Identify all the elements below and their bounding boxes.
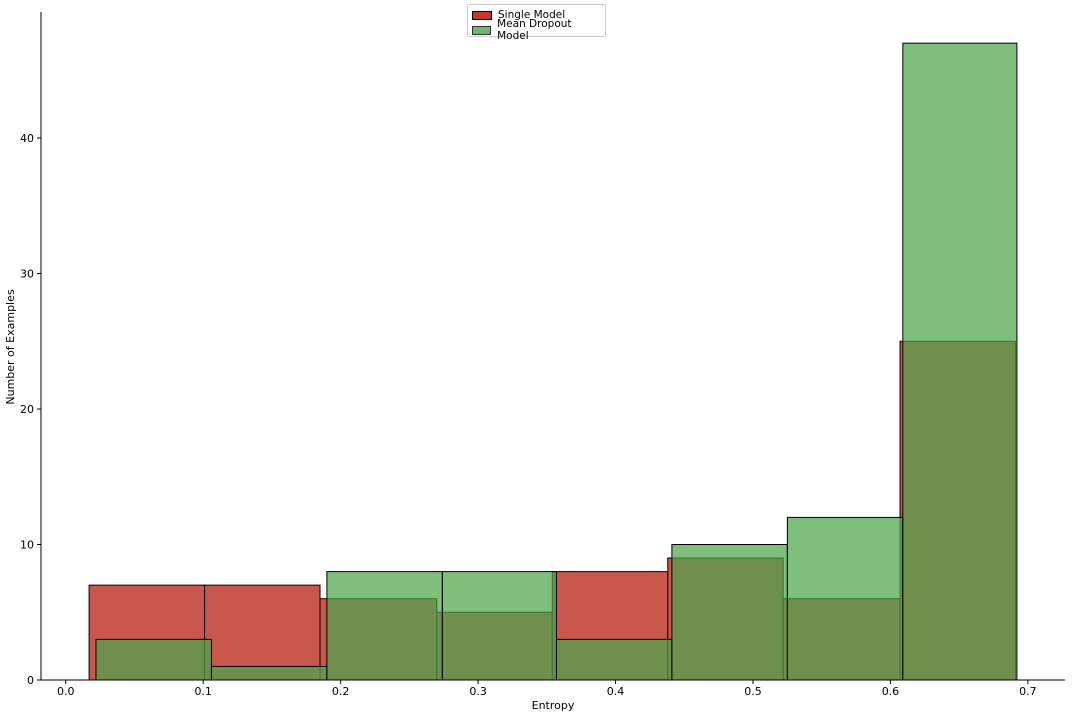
y-axis-label: Number of Examples <box>4 289 17 405</box>
axes: 0.0 0.1 0.2 0.3 0.4 0.5 0.6 0.7 0 10 20 30 40 <box>20 12 1065 698</box>
x-tick-label-1: 0.1 <box>194 685 212 698</box>
y-tick-label-3: 30 <box>20 268 34 281</box>
legend: Single Model Mean Dropout Model <box>467 4 606 42</box>
legend-item-single-model: Single Model <box>472 8 601 22</box>
bar-mean-dropout-model-0 <box>95 638 212 681</box>
y-tick-label-2: 20 <box>20 403 34 416</box>
legend-swatch-single-model <box>472 10 492 20</box>
y-tick-label-4: 40 <box>20 132 34 145</box>
x-tick-label-6: 0.6 <box>882 685 900 698</box>
x-tick-label-3: 0.3 <box>469 685 487 698</box>
x-tick-label-0: 0.0 <box>57 685 75 698</box>
x-tick-label-5: 0.5 <box>744 685 762 698</box>
x-tick-label-2: 0.2 <box>332 685 350 698</box>
series-mean-dropout-model <box>95 42 1018 681</box>
legend-item-mean-dropout-model: Mean Dropout Model <box>472 18 601 42</box>
bar-mean-dropout-model-4 <box>555 638 673 681</box>
x-tick-label-7: 0.7 <box>1019 685 1037 698</box>
bar-mean-dropout-model-2 <box>326 571 443 681</box>
bar-mean-dropout-model-6 <box>786 516 904 681</box>
x-tick-label-4: 0.4 <box>607 685 625 698</box>
y-tick-label-1: 10 <box>20 539 34 552</box>
x-axis-label: Entropy <box>532 699 575 712</box>
legend-label-single-model: Single Model <box>498 9 566 21</box>
legend-label-mean-dropout-model: Mean Dropout Model <box>497 18 572 42</box>
legend-swatch-mean-dropout-model <box>472 25 492 35</box>
bar-mean-dropout-model-7 <box>902 42 1018 681</box>
bar-single-model-1 <box>204 584 321 681</box>
y-tick-label-0: 0 <box>27 674 34 687</box>
bar-mean-dropout-model-3 <box>441 571 557 681</box>
bar-mean-dropout-model-5 <box>671 544 788 681</box>
bar-mean-dropout-model-1 <box>210 665 328 681</box>
